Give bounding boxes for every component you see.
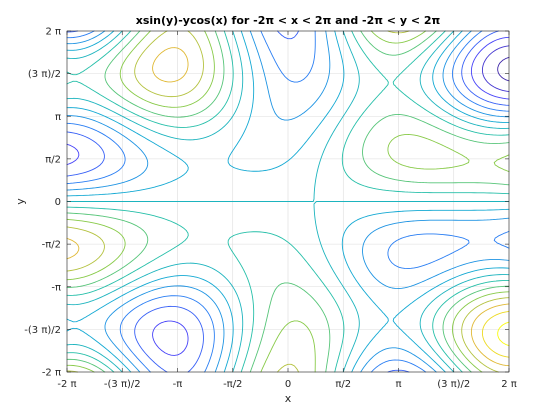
- contour-level-14: [497, 321, 510, 347]
- y-tick-label: -π/2: [42, 240, 61, 251]
- y-tick-label: π/2: [45, 154, 61, 165]
- x-axis-label: x: [285, 392, 292, 405]
- y-tick-label: -π: [51, 282, 61, 293]
- x-tick-label: -π: [173, 379, 183, 390]
- x-tick-label: π: [395, 379, 401, 390]
- contour-level-11: [66, 30, 510, 373]
- contour-level-13: [481, 310, 510, 358]
- x-tick-labels: -2 π -(3 π)/2 -π -π/2 0 π/2 π (3 π)/2 2 π: [57, 379, 516, 390]
- contour-level-10: [66, 30, 510, 373]
- x-tick-label: -π/2: [223, 379, 242, 390]
- contour-level-3: [66, 30, 510, 373]
- x-tick-label: -2 π: [57, 379, 76, 390]
- contour-level-12: [66, 47, 510, 367]
- contour-level-6: [66, 30, 510, 373]
- contour-level-9: [66, 30, 510, 373]
- x-tick-label: (3 π)/2: [437, 379, 470, 390]
- y-tick-label: π: [55, 112, 61, 123]
- x-tick-label: π/2: [335, 379, 351, 390]
- contour-level-4: [66, 30, 510, 373]
- contour-level-0: [497, 56, 510, 82]
- contour-level-7: [66, 30, 510, 373]
- contour-level-8: [66, 30, 510, 373]
- contour-level-5: [66, 30, 510, 373]
- y-axis-label: y: [14, 198, 27, 205]
- contour-lines: [66, 30, 510, 373]
- y-tick-label: -(3 π)/2: [24, 325, 61, 336]
- y-tick-labels: -2 π -(3 π)/2 -π -π/2 0 π/2 π (3 π)/2 2 π: [24, 27, 61, 379]
- contour-level-1: [481, 45, 510, 93]
- chart-title: xsin(y)-ycos(x) for -2π < x < 2π and -2π…: [136, 14, 441, 27]
- y-tick-label: (3 π)/2: [28, 69, 61, 80]
- contour-level-2: [66, 36, 510, 356]
- y-tick-label: 2 π: [45, 27, 61, 38]
- x-tick-label: -(3 π)/2: [104, 379, 141, 390]
- x-tick-label: 0: [285, 379, 291, 390]
- axis-ticks: [66, 30, 510, 373]
- y-tick-label: -2 π: [42, 368, 61, 379]
- y-tick-label: 0: [55, 197, 61, 208]
- x-tick-label: 2 π: [501, 379, 517, 390]
